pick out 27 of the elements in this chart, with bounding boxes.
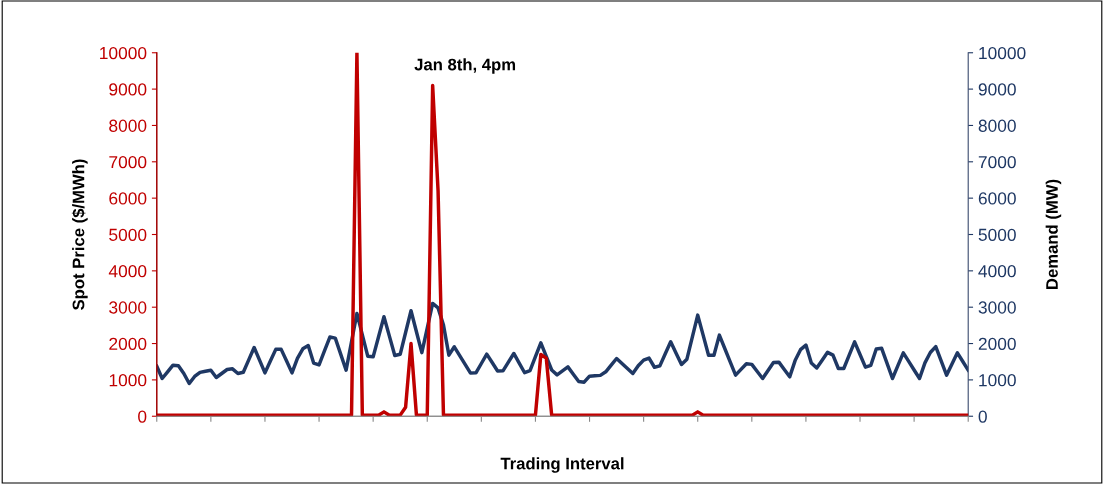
y-tick-label: 1000: [109, 374, 147, 387]
y2-tick-label: 6000: [978, 192, 1016, 205]
y-tick-label: 9000: [109, 83, 147, 96]
y-tick-label: 5000: [109, 228, 147, 241]
y-tick-label: 7000: [109, 155, 147, 169]
annotation: Jan 8th, 4pm: [414, 58, 516, 74]
y2-tick-label: 7000: [978, 155, 1016, 169]
y-axis-title: Spot Price ($/MWh): [71, 159, 88, 310]
y-tick-label: 4000: [108, 265, 147, 278]
y2-axis-title: Demand (MW): [1045, 179, 1062, 289]
y2-tick-label: 9000: [978, 83, 1016, 96]
y2-tick-label: 0: [978, 410, 987, 423]
y2-tick-label: 8000: [978, 119, 1016, 132]
y2-tick-label: 5000: [978, 228, 1016, 241]
y-tick-label: 10000: [100, 46, 147, 60]
y2-tick-label: 2000: [978, 337, 1016, 350]
y-tick-label: 8000: [109, 119, 147, 132]
y-tick-label: 6000: [109, 192, 147, 205]
y2-tick-label: 3000: [978, 301, 1016, 314]
y2-tick-label: 4000: [978, 265, 1016, 278]
x-axis-title: Trading Interval: [500, 457, 624, 473]
y-tick-label: 3000: [109, 301, 147, 314]
y-tick-label: 2000: [109, 337, 147, 350]
y2-tick-label: 10000: [979, 46, 1026, 60]
line-series: [156, 301, 969, 386]
y-tick-label: 0: [138, 410, 147, 423]
y2-tick-label: 1000: [979, 374, 1016, 387]
